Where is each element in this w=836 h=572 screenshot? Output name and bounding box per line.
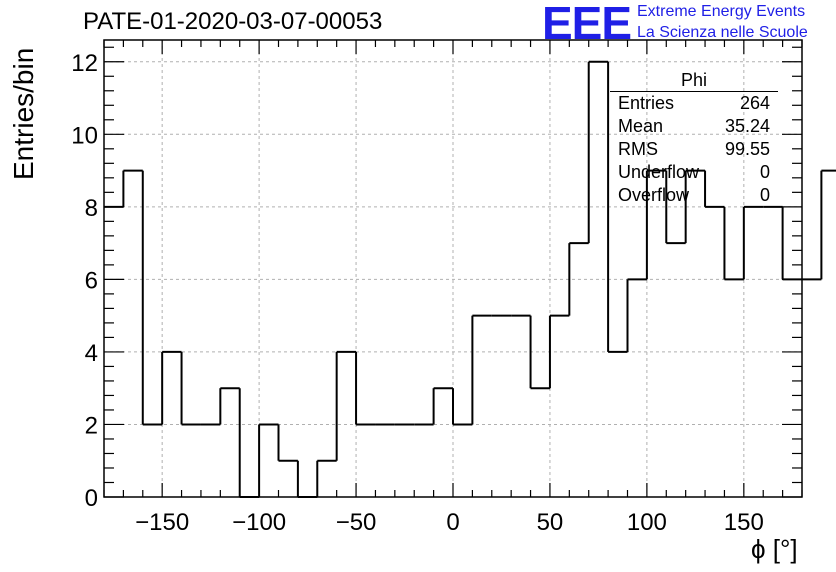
y-axis-label: Entries/bin [8, 47, 39, 180]
y-tick-label: 2 [85, 412, 98, 439]
y-tick-label: 12 [71, 50, 98, 77]
chart-title: PATE-01-2020-03-07-00053 [83, 8, 383, 35]
x-tick-label: −150 [135, 509, 189, 536]
y-tick-label: 8 [85, 195, 98, 222]
y-tick-label: 10 [71, 122, 98, 149]
histogram-series [104, 60, 836, 498]
x-tick-label: 150 [724, 509, 764, 536]
eee-logo: EEE [542, 0, 632, 49]
stats-label: Underflow [618, 162, 700, 182]
stats-label: Mean [618, 116, 664, 136]
stats-value: 264 [739, 93, 770, 113]
stats-row-rms: RMS 99.55 [610, 138, 778, 161]
logo-line-1: Extreme Energy Events [637, 3, 806, 20]
logo-line-2: La Scienza nelle Scuole [637, 24, 808, 41]
y-tick-label: 4 [85, 340, 98, 367]
stats-label: Overflow [618, 185, 690, 205]
x-tick-label: −50 [336, 509, 377, 536]
stats-row-overflow: Overflow 0 [610, 184, 778, 207]
stats-value: 0 [759, 185, 770, 205]
stats-row-underflow: Underflow 0 [610, 161, 778, 184]
x-tick-label: 50 [537, 509, 564, 536]
stats-value: 99.55 [724, 139, 770, 159]
x-tick-label: 100 [627, 509, 667, 536]
axes: −150 −100 −50 0 50 100 150 0 2 4 6 8 10 12 [71, 39, 803, 536]
stats-label: RMS [618, 139, 658, 159]
stats-value: 0 [759, 162, 770, 182]
stats-box-title: Phi [610, 70, 778, 92]
y-tick-label: 0 [85, 485, 98, 512]
stats-value: 35.24 [724, 116, 770, 136]
stats-row-mean: Mean 35.24 [610, 115, 778, 138]
x-tick-label: 0 [446, 509, 459, 536]
x-tick-label: −100 [232, 509, 286, 536]
y-tick-label: 6 [85, 267, 98, 294]
stats-box: Phi Entries 264 Mean 35.24 RMS 99.55 Und… [610, 70, 778, 207]
x-axis-label: ϕ [°] [751, 534, 798, 564]
stats-label: Entries [618, 93, 675, 113]
stats-row-entries: Entries 264 [610, 92, 778, 115]
